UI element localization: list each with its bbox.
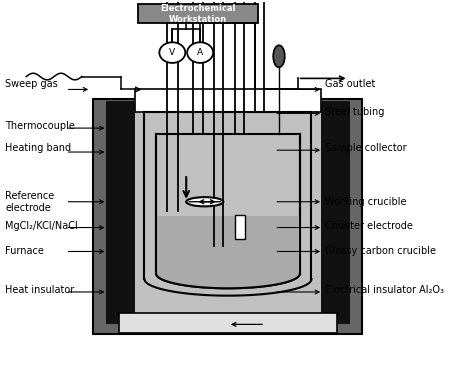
Text: Sweep gas: Sweep gas — [5, 79, 58, 89]
Text: Heat insulator: Heat insulator — [5, 285, 74, 295]
Ellipse shape — [186, 197, 223, 206]
Bar — [108, 102, 348, 323]
Text: Sample collector: Sample collector — [325, 143, 407, 153]
Text: Glassy carbon crucible: Glassy carbon crucible — [325, 246, 437, 256]
Text: Steel tubing: Steel tubing — [325, 107, 385, 117]
Bar — [157, 216, 299, 273]
Circle shape — [159, 42, 185, 63]
Text: Counter electrode: Counter electrode — [325, 221, 413, 231]
Text: Electrochemical
Workstation: Electrochemical Workstation — [160, 4, 236, 24]
Bar — [93, 99, 363, 334]
Text: MgCl₂/KCl/NaCl: MgCl₂/KCl/NaCl — [5, 221, 78, 231]
Text: Heating band: Heating band — [5, 143, 72, 153]
Bar — [119, 313, 337, 333]
Bar — [235, 215, 245, 239]
Text: Furnace: Furnace — [5, 246, 44, 256]
Text: Thermocouple: Thermocouple — [5, 121, 75, 131]
Text: A: A — [197, 48, 203, 57]
Bar — [135, 90, 321, 111]
Text: Electrical insulator Al₂O₃: Electrical insulator Al₂O₃ — [325, 285, 444, 295]
Bar — [135, 102, 321, 323]
Text: Working crucible: Working crucible — [325, 197, 407, 207]
Bar — [137, 4, 258, 23]
Bar — [108, 102, 135, 323]
Circle shape — [187, 42, 213, 63]
Text: Reference
electrode: Reference electrode — [5, 191, 55, 212]
Polygon shape — [156, 273, 300, 288]
Text: Gas outlet: Gas outlet — [325, 79, 376, 89]
Bar — [321, 102, 348, 323]
Text: V: V — [169, 48, 175, 57]
Ellipse shape — [273, 45, 285, 67]
